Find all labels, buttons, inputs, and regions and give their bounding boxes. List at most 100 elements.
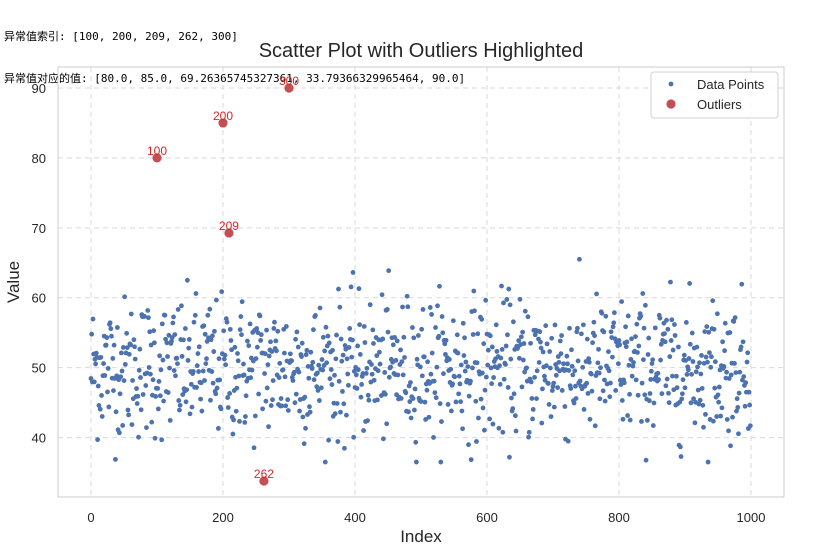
data-point	[540, 349, 546, 355]
data-point	[318, 385, 324, 391]
data-point	[184, 387, 190, 393]
data-point	[481, 341, 487, 347]
data-point	[314, 370, 320, 376]
data-point	[161, 398, 167, 404]
data-point	[160, 357, 166, 363]
data-point	[129, 422, 135, 427]
data-point	[734, 408, 739, 414]
data-point	[377, 349, 382, 355]
data-point	[149, 419, 155, 425]
y-tick-label: 50	[32, 361, 46, 376]
outlier-point	[218, 118, 228, 128]
plot-frame	[57, 66, 785, 498]
data-point	[659, 391, 665, 397]
data-point	[118, 350, 124, 356]
data-point	[251, 445, 257, 451]
data-point	[747, 423, 753, 429]
data-point	[202, 378, 207, 383]
data-point	[186, 345, 192, 351]
data-point	[346, 345, 352, 350]
data-point	[243, 393, 249, 399]
data-point	[686, 356, 692, 361]
data-point	[704, 324, 710, 330]
data-point	[736, 431, 741, 437]
data-point	[109, 333, 114, 339]
data-point	[341, 401, 347, 407]
data-point	[138, 407, 144, 413]
data-point	[569, 347, 574, 353]
data-point	[681, 352, 687, 358]
data-point	[415, 333, 421, 338]
data-point	[701, 424, 706, 430]
data-point	[243, 414, 248, 419]
data-point	[192, 312, 198, 318]
data-point	[672, 322, 677, 327]
legend: Data Points Outliers	[650, 71, 779, 119]
data-point	[283, 324, 289, 329]
outlier-annotation: 209	[219, 219, 239, 233]
data-point	[128, 342, 134, 348]
data-point	[136, 367, 142, 373]
data-point	[294, 329, 300, 335]
legend-marker-data-points	[668, 81, 674, 87]
data-point	[742, 403, 748, 409]
data-point	[111, 342, 117, 348]
data-point	[266, 424, 271, 430]
data-point	[702, 329, 708, 334]
data-point	[424, 387, 430, 393]
data-point	[106, 404, 112, 410]
data-point	[287, 351, 293, 357]
data-point	[485, 362, 491, 368]
data-point	[511, 391, 517, 397]
data-point	[207, 306, 213, 312]
data-point	[695, 387, 701, 393]
data-point	[211, 349, 217, 354]
data-point	[668, 279, 673, 285]
data-point	[223, 362, 229, 368]
outlier-annotation: 262	[254, 467, 274, 481]
data-point	[110, 356, 116, 361]
y-tick-labels: 40 50 60 70 80 90	[32, 81, 46, 446]
data-point	[696, 401, 702, 407]
data-point	[235, 351, 240, 356]
data-point	[355, 343, 361, 349]
data-point	[309, 366, 315, 371]
data-point	[233, 408, 239, 414]
data-point	[119, 368, 125, 374]
data-point	[323, 324, 329, 330]
data-point	[169, 338, 174, 344]
data-point	[117, 391, 123, 397]
data-point	[736, 390, 742, 396]
data-point	[476, 415, 481, 421]
data-point	[132, 344, 137, 350]
data-point	[575, 325, 580, 331]
data-point	[719, 405, 725, 411]
data-point	[611, 320, 617, 326]
x-axis-label: Index	[400, 527, 442, 546]
data-point	[587, 416, 593, 422]
data-point	[500, 429, 506, 435]
data-point	[146, 315, 151, 321]
data-point	[219, 289, 225, 295]
data-point	[511, 319, 516, 325]
data-point	[590, 340, 595, 346]
data-point	[596, 370, 602, 376]
data-point	[747, 402, 753, 408]
data-point	[524, 365, 529, 371]
outlier-point	[259, 476, 269, 486]
data-point	[710, 298, 716, 304]
data-point	[598, 365, 603, 371]
data-point	[606, 349, 611, 355]
data-point	[293, 336, 298, 342]
data-point	[520, 357, 526, 363]
data-point	[722, 348, 727, 354]
data-point	[694, 344, 700, 350]
data-point	[530, 416, 535, 422]
data-point	[198, 396, 203, 402]
data-point	[616, 338, 622, 343]
data-point	[547, 365, 553, 371]
data-point	[633, 377, 639, 383]
data-point	[262, 351, 268, 357]
data-point	[268, 403, 274, 408]
data-point	[179, 353, 185, 359]
